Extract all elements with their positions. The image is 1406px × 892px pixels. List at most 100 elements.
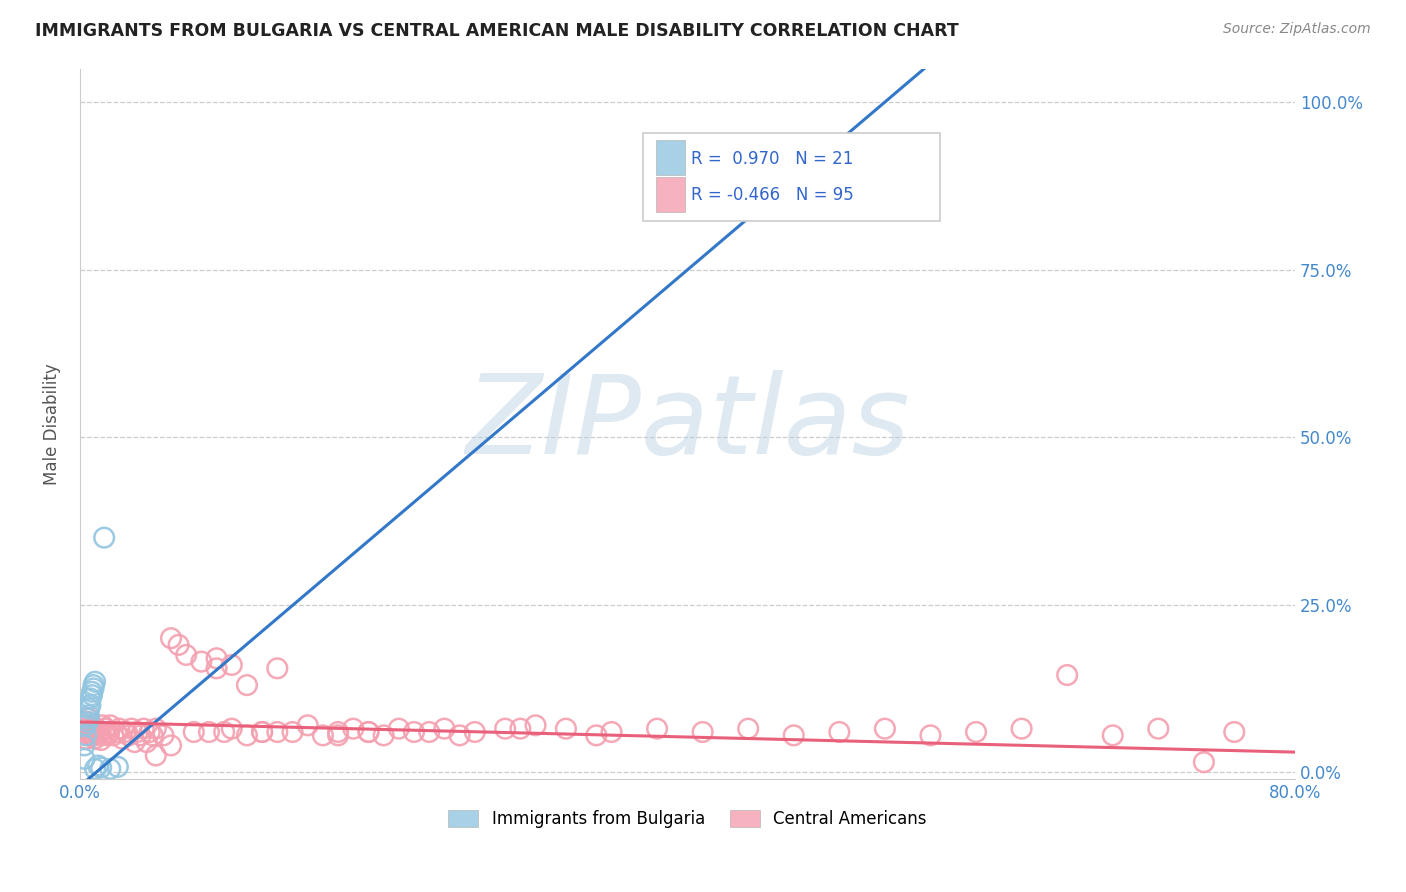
Point: [75, 718, 97, 732]
Point: [103, 728, 125, 742]
Point: [1101, 728, 1123, 742]
Point: [84, 762, 107, 776]
Point: [212, 725, 235, 739]
Text: Source: ZipAtlas.com: Source: ZipAtlas.com: [1223, 22, 1371, 37]
Point: [77, 701, 100, 715]
Point: [127, 725, 149, 739]
Point: [79, 698, 101, 713]
Point: [221, 722, 243, 736]
Point: [236, 678, 259, 692]
Point: [76, 714, 98, 729]
Point: [107, 760, 129, 774]
Point: [121, 722, 143, 736]
Point: [96, 728, 118, 742]
Point: [98, 762, 121, 776]
Legend: Immigrants from Bulgaria, Central Americans: Immigrants from Bulgaria, Central Americ…: [441, 803, 934, 835]
Point: [965, 725, 987, 739]
Point: [828, 725, 851, 739]
Text: IMMIGRANTS FROM BULGARIA VS CENTRAL AMERICAN MALE DISABILITY CORRELATION CHART: IMMIGRANTS FROM BULGARIA VS CENTRAL AMER…: [35, 22, 959, 40]
Point: [73, 722, 96, 736]
Point: [89, 725, 111, 739]
Y-axis label: Male Disability: Male Disability: [44, 363, 60, 484]
Point: [97, 725, 120, 739]
Point: [76, 714, 98, 729]
Point: [326, 728, 349, 742]
Point: [111, 731, 134, 746]
Point: [124, 735, 146, 749]
Point: [76, 725, 98, 739]
Point: [645, 722, 668, 736]
Point: [281, 725, 304, 739]
Point: [91, 718, 114, 732]
Point: [524, 718, 547, 732]
Point: [221, 658, 243, 673]
Point: [920, 728, 942, 742]
Point: [433, 722, 456, 736]
Point: [250, 725, 273, 739]
Point: [449, 728, 471, 742]
Point: [494, 722, 516, 736]
Point: [1011, 722, 1033, 736]
Point: [84, 674, 107, 689]
Point: [266, 725, 288, 739]
Point: [509, 722, 531, 736]
Point: [357, 725, 380, 739]
Point: [250, 725, 273, 739]
Text: ZIPatlas: ZIPatlas: [465, 370, 910, 477]
Point: [86, 722, 108, 736]
Point: [83, 720, 105, 734]
Point: [77, 708, 100, 723]
Point: [129, 728, 152, 742]
Point: [80, 728, 103, 742]
Point: [75, 718, 97, 732]
Point: [105, 725, 128, 739]
Point: [108, 722, 131, 736]
Point: [1056, 668, 1078, 682]
Point: [692, 725, 714, 739]
Point: [93, 726, 115, 740]
Point: [135, 735, 157, 749]
Text: R =  0.970   N = 21: R = 0.970 N = 21: [692, 150, 853, 169]
Point: [205, 651, 228, 665]
Point: [83, 726, 105, 740]
Point: [139, 725, 162, 739]
Point: [87, 758, 110, 772]
Point: [737, 722, 759, 736]
Point: [84, 731, 107, 746]
Point: [464, 725, 486, 739]
Point: [326, 725, 349, 739]
Point: [190, 655, 212, 669]
Point: [160, 739, 183, 753]
Point: [114, 725, 136, 739]
Point: [145, 748, 167, 763]
Point: [77, 712, 100, 726]
Point: [80, 685, 103, 699]
Point: [79, 691, 101, 706]
Point: [555, 722, 578, 736]
Point: [312, 728, 335, 742]
Point: [94, 722, 117, 736]
Point: [75, 728, 97, 742]
Point: [342, 722, 364, 736]
Point: [87, 728, 110, 742]
Point: [73, 752, 96, 766]
Point: [145, 722, 167, 736]
Point: [873, 722, 896, 736]
Point: [174, 648, 197, 662]
Point: [80, 688, 103, 702]
Point: [198, 725, 221, 739]
Point: [418, 725, 440, 739]
Point: [357, 725, 380, 739]
Point: [266, 661, 288, 675]
Point: [79, 718, 101, 732]
Point: [585, 728, 607, 742]
Point: [402, 725, 425, 739]
Point: [75, 731, 97, 746]
Point: [297, 718, 319, 732]
Point: [83, 678, 105, 692]
Point: [373, 728, 395, 742]
Point: [76, 712, 98, 726]
Point: [160, 631, 183, 645]
Point: [783, 728, 806, 742]
Point: [236, 728, 259, 742]
